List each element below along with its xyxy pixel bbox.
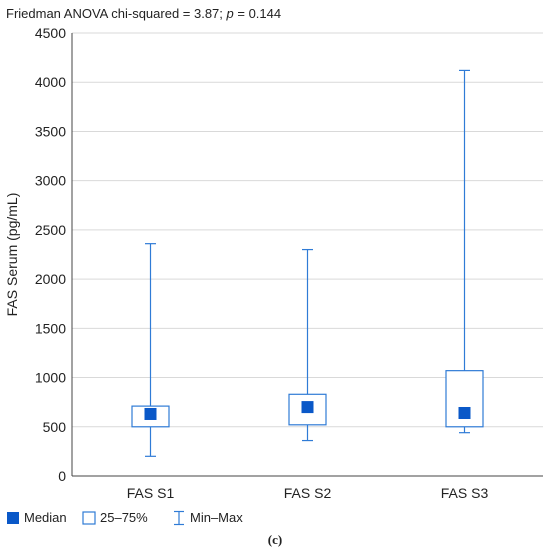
y-axis-title: FAS Serum (pg/mL) xyxy=(4,193,20,317)
box-group xyxy=(288,248,327,442)
panel-label: (c) xyxy=(267,532,283,547)
whisker-range-icon xyxy=(174,510,184,525)
median-marker xyxy=(144,407,157,420)
box-group xyxy=(131,243,170,457)
legend-item-median: Median xyxy=(6,509,67,525)
median-marker xyxy=(458,406,471,419)
box-range-icon xyxy=(82,510,96,525)
y-tick-label: 3500 xyxy=(35,123,66,139)
x-tick-label: FAS S2 xyxy=(284,485,332,500)
stat-suffix: = 0.144 xyxy=(233,6,282,21)
box-group xyxy=(445,69,484,434)
y-tick-label: 1000 xyxy=(35,370,66,386)
legend-median-label: Median xyxy=(24,510,67,526)
boxes xyxy=(131,69,484,457)
legend-whisker-label: Min–Max xyxy=(190,510,243,526)
y-tick-label: 2500 xyxy=(35,222,66,238)
y-tick-label: 1500 xyxy=(35,320,66,336)
y-tick-label: 0 xyxy=(58,468,66,484)
legend-box-label: 25–75% xyxy=(100,510,148,526)
axes: 0 500 1000 1500 2000 2500 3000 3500 4000 4500 FAS … xyxy=(4,25,543,500)
x-tick-label: FAS S1 xyxy=(127,485,175,500)
statistics-annotation: Friedman ANOVA chi-squared = 3.87; p = 0… xyxy=(6,6,281,21)
y-tick-label: 3000 xyxy=(35,173,66,189)
legend-item-box: 25–75% xyxy=(82,509,148,525)
y-tick-label: 500 xyxy=(43,419,67,435)
legend-item-whisker: Min–Max xyxy=(172,509,243,526)
median-marker xyxy=(301,401,314,414)
y-tick-label: 4000 xyxy=(35,74,66,90)
y-tick-label: 2000 xyxy=(35,271,66,287)
box-plot-chart: 0 500 1000 1500 2000 2500 3000 3500 4000 4500 FAS … xyxy=(4,25,543,500)
y-tick-label: 4500 xyxy=(35,25,66,41)
median-marker-icon xyxy=(7,511,19,524)
x-tick-label: FAS S3 xyxy=(441,485,489,500)
stat-prefix: Friedman ANOVA chi-squared = 3.87; xyxy=(6,6,227,21)
stat-p-symbol: p xyxy=(226,6,234,21)
